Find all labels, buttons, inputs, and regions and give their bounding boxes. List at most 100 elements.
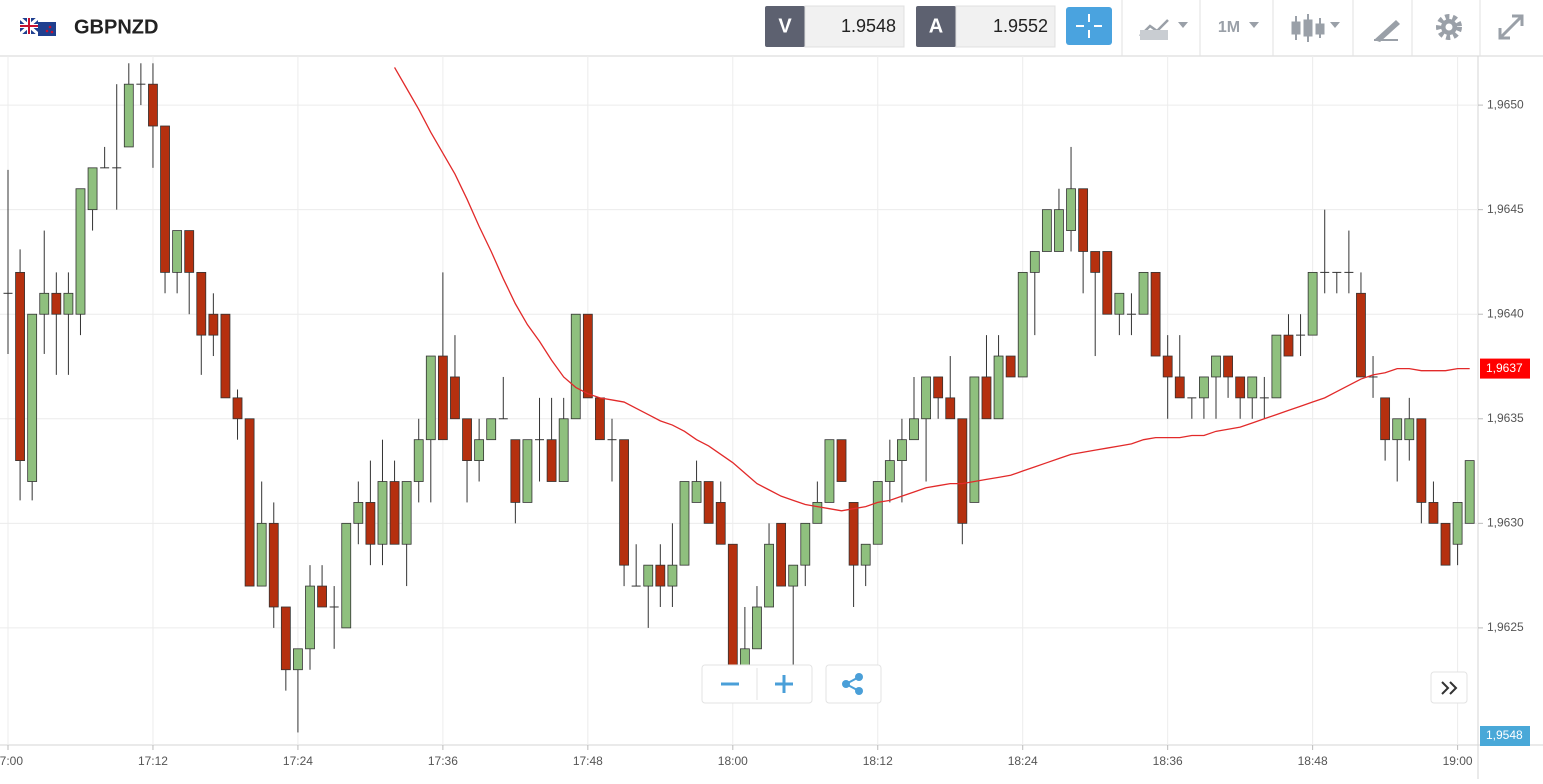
x-tick-label: 17:12 <box>138 754 168 768</box>
candle-body <box>112 167 122 169</box>
candle-body <box>425 355 436 441</box>
moving-average-line <box>393 67 1470 512</box>
candle-body <box>993 355 1004 420</box>
y-tick-label: 1,9630 <box>1487 516 1524 530</box>
zoom-in[interactable] <box>775 675 793 693</box>
candle-body <box>462 418 472 461</box>
candle-body <box>172 230 183 273</box>
candle-body <box>1283 334 1294 357</box>
interval-button[interactable]: 1M <box>1218 19 1259 36</box>
candle-body <box>317 585 327 608</box>
symbol: GBPNZD <box>74 16 158 38</box>
candle-body <box>884 460 895 482</box>
candle-body <box>836 439 847 482</box>
ask-box[interactable]: A 1.9552 <box>916 5 1056 48</box>
bid-price: 1.9548 <box>841 16 896 36</box>
settings-button[interactable] <box>1436 14 1462 40</box>
chart-type-button[interactable] <box>1139 19 1188 40</box>
candle-body <box>1029 251 1040 273</box>
candle-body <box>1066 188 1076 231</box>
candle-body <box>921 376 931 420</box>
candle-body <box>1054 209 1064 252</box>
bid-label: V <box>778 15 792 37</box>
candle-body <box>969 376 980 503</box>
candle-body <box>1174 376 1185 399</box>
plot <box>3 63 1475 733</box>
candle-body <box>788 564 799 587</box>
candle-type-button[interactable] <box>1291 14 1340 42</box>
candle-body <box>1162 355 1173 378</box>
x-tick-label: 18:24 <box>1008 754 1038 768</box>
candle-body <box>353 502 364 524</box>
flag <box>19 16 56 36</box>
y-tick-label: 1,9625 <box>1487 620 1524 634</box>
share-button[interactable] <box>825 664 882 704</box>
candle-body <box>510 439 521 503</box>
y-tick-label: 1,9635 <box>1487 411 1524 425</box>
candle-body <box>184 230 195 273</box>
candle-body <box>220 313 231 399</box>
candle-body <box>486 418 497 441</box>
candle-body <box>535 439 545 441</box>
candle-body <box>981 376 992 420</box>
candle-body <box>1271 334 1282 399</box>
candle-body <box>945 397 956 420</box>
candle-body <box>123 83 134 148</box>
candle-body <box>1259 397 1269 399</box>
candle-body <box>655 564 666 587</box>
candle-body <box>268 522 279 608</box>
scroll-right-button[interactable] <box>1430 671 1468 704</box>
candle-body <box>377 481 388 545</box>
candle-body <box>1126 313 1136 315</box>
candle-body <box>1041 209 1052 252</box>
candle-body <box>450 376 460 420</box>
candle-body <box>1320 271 1330 273</box>
bid-tag-label: 1,9548 <box>1486 728 1523 742</box>
candle-body <box>933 376 944 399</box>
interval: 1M <box>1218 19 1240 36</box>
candle-body <box>3 292 13 294</box>
candle-body <box>776 522 787 587</box>
candle-body <box>1428 502 1439 524</box>
candle-body <box>39 292 50 315</box>
candle-body <box>1332 271 1342 273</box>
candle-body <box>1017 271 1028 378</box>
ask-price: 1.9552 <box>993 16 1048 36</box>
candle-body <box>389 481 400 545</box>
candle-body <box>897 439 907 461</box>
fullscreen-button[interactable] <box>1498 14 1524 40</box>
x-tick-label: 17:00 <box>0 754 23 768</box>
candle-body <box>208 313 219 336</box>
candle-body <box>727 543 738 671</box>
candle-body <box>293 648 303 671</box>
candle-body <box>558 418 569 482</box>
candle-body <box>1404 418 1415 441</box>
crosshair-button[interactable] <box>1066 7 1112 45</box>
candle-body <box>909 418 919 441</box>
candle-body <box>1114 292 1125 315</box>
candle-body <box>1235 376 1246 399</box>
candle-body <box>75 188 86 315</box>
toolbar: GBPNZD V 1.9548 A 1.9552 1M <box>0 0 1543 57</box>
candle-body <box>1187 397 1197 399</box>
x-tick-label: 17:36 <box>428 754 458 768</box>
candle-body <box>1440 522 1451 566</box>
candle-body <box>160 125 170 273</box>
candle-body <box>51 292 62 315</box>
candle-body <box>305 585 315 650</box>
draw-button[interactable] <box>1374 20 1400 42</box>
candle-body <box>800 522 811 566</box>
candle-body <box>679 481 690 566</box>
x-tick-label: 18:12 <box>863 754 893 768</box>
candle-body <box>1005 355 1016 378</box>
y-tick-label: 1,9640 <box>1487 306 1524 320</box>
candle-body <box>1416 418 1427 503</box>
candle-body <box>595 397 605 441</box>
x-tick-label: 18:00 <box>718 754 748 768</box>
bid-box[interactable]: V 1.9548 <box>765 5 905 48</box>
candle-body <box>848 502 859 566</box>
candle-body <box>256 522 267 587</box>
candle-body <box>546 439 557 482</box>
